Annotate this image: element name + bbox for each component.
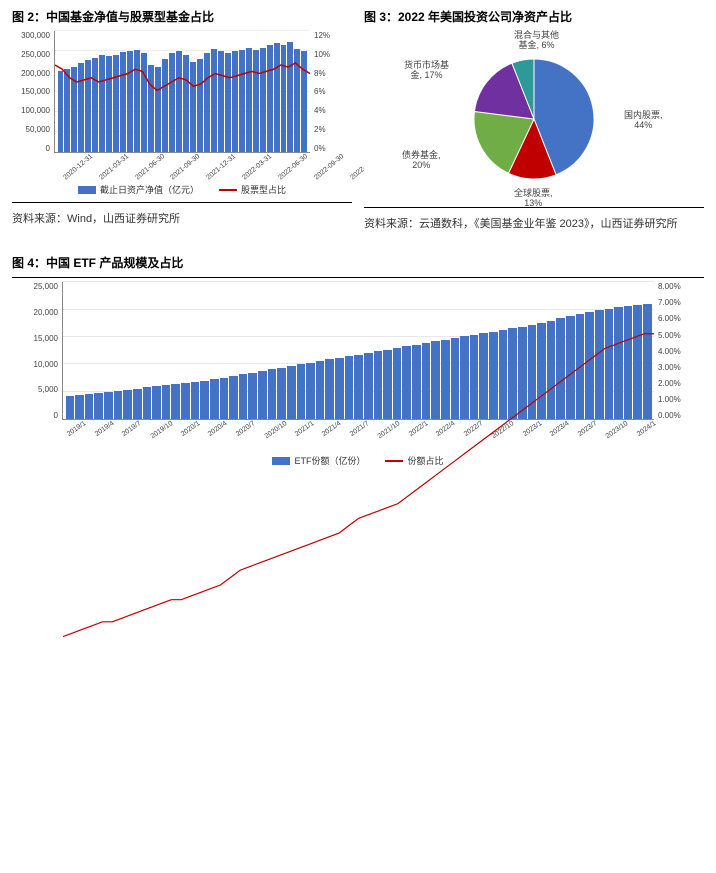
pie-label: 货币市场基金, 17% (404, 61, 449, 81)
top-row: 图 2：中国基金净值与股票型基金占比 300,000250,000200,000… (12, 8, 704, 236)
fig3-column: 图 3：2022 年美国投资公司净资产占比 国内股票,44% 全球股票,13% 债券… (364, 8, 704, 236)
pie-label: 混合与其他基金, 6% (514, 31, 559, 51)
fig2-chart: 300,000250,000200,000150,000100,00050,00… (12, 31, 352, 196)
fig3-title: 图 3：2022 年美国投资公司净资产占比 (364, 8, 704, 25)
fig4-block: 图 4：中国 ETF 产品规模及占比 25,00020,00015,00010,… (12, 254, 704, 467)
pie-label: 全球股票,13% (514, 189, 553, 209)
fig2-title: 图 2：中国基金净值与股票型基金占比 (12, 8, 352, 25)
pie-label: 国内股票,44% (624, 111, 663, 131)
fig3-source: 资料来源：云通数科，《美国基金业年鉴 2023》，山西证券研究所 (364, 212, 704, 236)
pie-label: 债券基金,20% (402, 151, 441, 171)
fig3-chart: 国内股票,44%全球股票,13%债券基金,20%货币市场基金, 17%混合与其他… (364, 31, 704, 201)
fig2-column: 图 2：中国基金净值与股票型基金占比 300,000250,000200,000… (12, 8, 352, 236)
fig4-chart: 25,00020,00015,00010,0005,00008.00%7.00%… (12, 282, 704, 467)
